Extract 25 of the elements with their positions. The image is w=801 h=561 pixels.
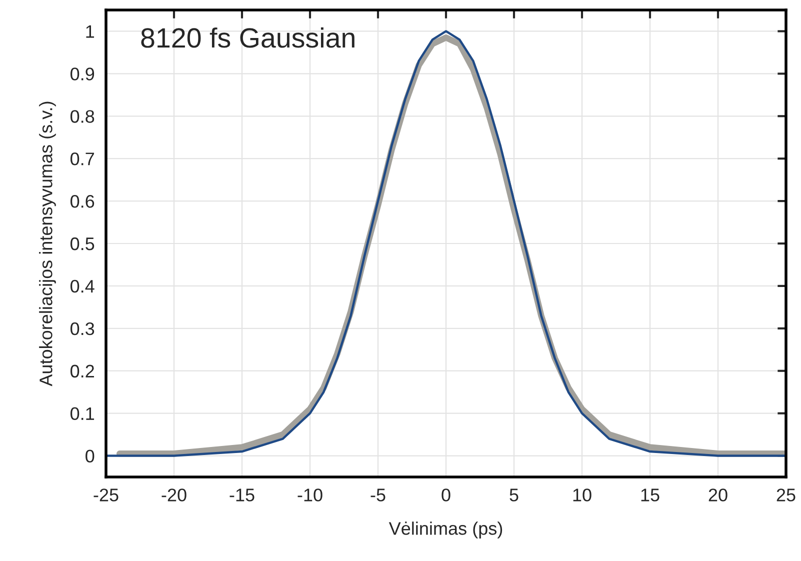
x-tick-label: -20 bbox=[162, 488, 186, 502]
x-tick-label: 20 bbox=[708, 488, 728, 502]
y-tick-label: 0.8 bbox=[70, 110, 94, 123]
x-tick-label: -15 bbox=[230, 488, 254, 502]
y-tick-label: 0.1 bbox=[70, 407, 94, 420]
y-tick-label: 0.9 bbox=[70, 68, 94, 80]
y-tick-label: 0.3 bbox=[70, 322, 94, 336]
x-tick-label: -10 bbox=[298, 488, 322, 502]
x-tick-label: 15 bbox=[641, 488, 660, 502]
x-tick-label: -5 bbox=[370, 488, 386, 502]
annotation: 8120 fs Gaussian bbox=[141, 27, 354, 48]
y-tick-label: 0.5 bbox=[70, 237, 94, 250]
x-tick-label: 25 bbox=[776, 488, 796, 502]
y-tick-label: 0.6 bbox=[70, 194, 94, 208]
x-tick-label: 10 bbox=[573, 488, 592, 502]
y-tick-label: 0.4 bbox=[70, 280, 94, 293]
x-tick-label: 5 bbox=[510, 488, 518, 502]
x-tick-label: 0 bbox=[442, 488, 450, 502]
y-tick-label: 0 bbox=[86, 450, 94, 462]
y-tick-label: 0.7 bbox=[70, 152, 94, 166]
y-tick-label: 0.2 bbox=[70, 364, 94, 378]
x-tick-label: -25 bbox=[94, 488, 118, 502]
y-axis-title: Autokoreliacijos intensyvumas (s.v.) bbox=[39, 102, 56, 386]
x-axis-title: Vėlinimas (ps) bbox=[388, 522, 502, 538]
y-tick-label: 1 bbox=[86, 25, 94, 38]
